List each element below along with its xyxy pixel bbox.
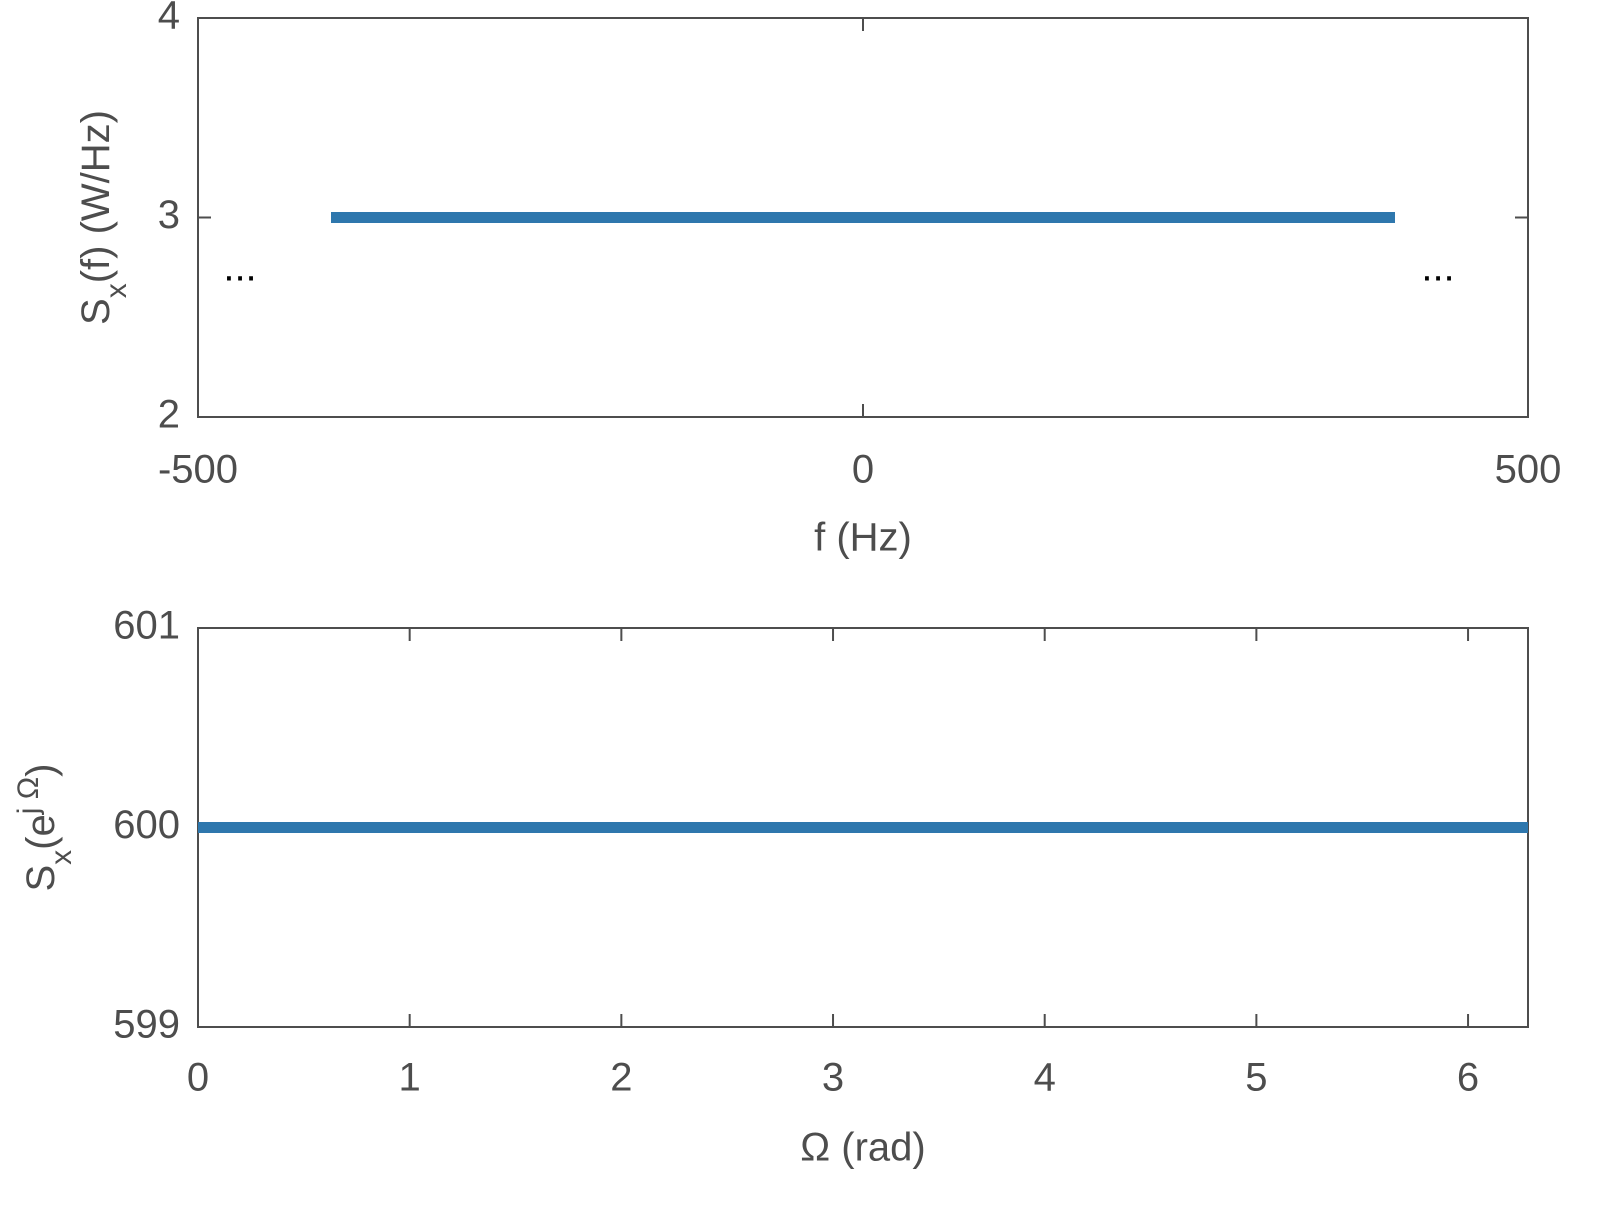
y-tick-label: 599	[113, 1003, 180, 1047]
y-label-part: )	[19, 763, 63, 776]
y-label-part: S	[19, 865, 63, 892]
y-label-part: (e	[19, 814, 63, 850]
y-tick-label: 4	[158, 0, 180, 38]
x-tick-label: 3	[822, 1056, 844, 1100]
y-tick-label: 3	[158, 193, 180, 237]
y-axis-label: Sx(ej Ω)	[12, 763, 78, 891]
y-axis-label: Sx(f) (W/Hz)	[74, 110, 133, 325]
x-axis-label: f (Hz)	[814, 516, 912, 560]
x-tick-label: 0	[852, 448, 874, 492]
y-label-part: S	[74, 298, 118, 325]
x-tick-label: 5	[1245, 1056, 1267, 1100]
y-tick-label: 601	[113, 604, 180, 648]
y-label-part: x	[45, 850, 78, 865]
x-tick-label: 0	[187, 1056, 209, 1100]
y-label-part: (f) (W/Hz)	[74, 110, 118, 283]
x-axis-label: Ω (rad)	[800, 1126, 925, 1170]
y-tick-label: 2	[158, 393, 180, 437]
x-tick-label: 500	[1495, 448, 1562, 492]
x-tick-label: 6	[1457, 1056, 1479, 1100]
annotation: ...	[223, 246, 256, 290]
x-tick-label: 2	[610, 1056, 632, 1100]
y-tick-label: 600	[113, 803, 180, 847]
x-tick-label: 4	[1034, 1056, 1056, 1100]
y-label-part: j Ω	[12, 777, 45, 815]
x-tick-label: -500	[158, 448, 238, 492]
x-tick-label: 1	[399, 1056, 421, 1100]
y-label-part: x	[100, 283, 133, 298]
annotation: ...	[1421, 246, 1454, 290]
